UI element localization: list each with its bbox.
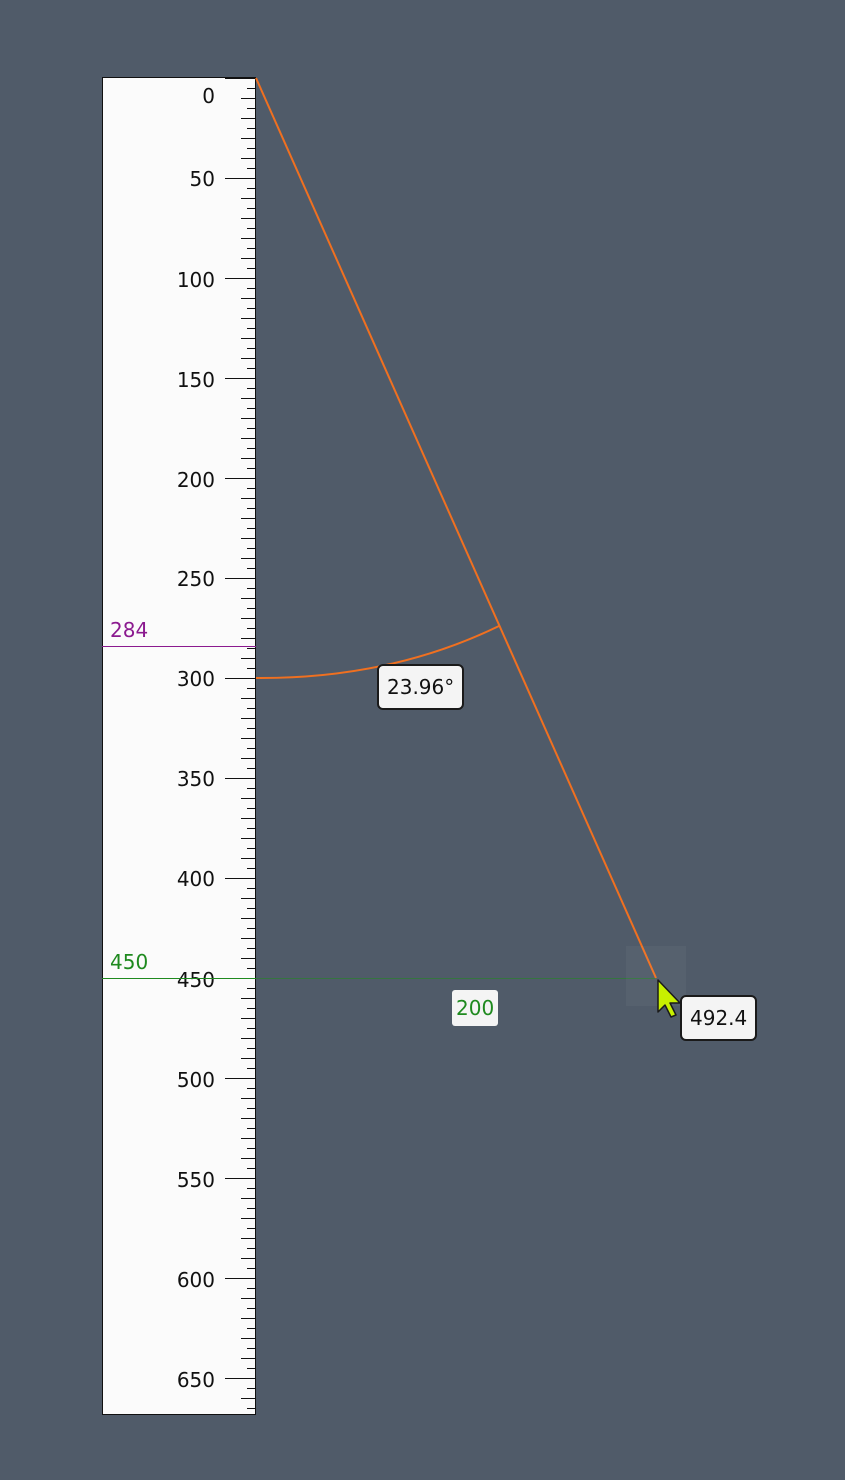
ruler-label-550: 550 bbox=[177, 1168, 215, 1192]
ruler-label-400: 400 bbox=[177, 867, 215, 891]
horizontal-distance-label: 200 bbox=[452, 990, 498, 1026]
ruler-label-100: 100 bbox=[177, 268, 215, 292]
diagonal-measure-line[interactable] bbox=[256, 78, 656, 978]
angle-tooltip: 23.96° bbox=[377, 664, 464, 710]
ruler-label-450: 450 bbox=[177, 968, 215, 992]
ruler-label-350: 350 bbox=[177, 767, 215, 791]
ruler-label-250: 250 bbox=[177, 567, 215, 591]
green-guide-label: 450 bbox=[110, 950, 148, 974]
endpoint-highlight bbox=[626, 946, 686, 1006]
length-tooltip: 492.4 bbox=[680, 995, 757, 1041]
horizontal-distance-value: 200 bbox=[456, 996, 494, 1020]
ruler-label-650: 650 bbox=[177, 1368, 215, 1392]
ruler-label-150: 150 bbox=[177, 368, 215, 392]
purple-guide-label: 284 bbox=[110, 618, 148, 642]
ruler-label-600: 600 bbox=[177, 1268, 215, 1292]
ruler-label-50: 50 bbox=[190, 167, 215, 191]
length-value: 492.4 bbox=[690, 1006, 747, 1030]
ruler-label-300: 300 bbox=[177, 667, 215, 691]
ruler-label-500: 500 bbox=[177, 1068, 215, 1092]
angle-value: 23.96° bbox=[387, 675, 454, 699]
ruler-label-200: 200 bbox=[177, 468, 215, 492]
ruler-label-0: 0 bbox=[202, 84, 215, 108]
